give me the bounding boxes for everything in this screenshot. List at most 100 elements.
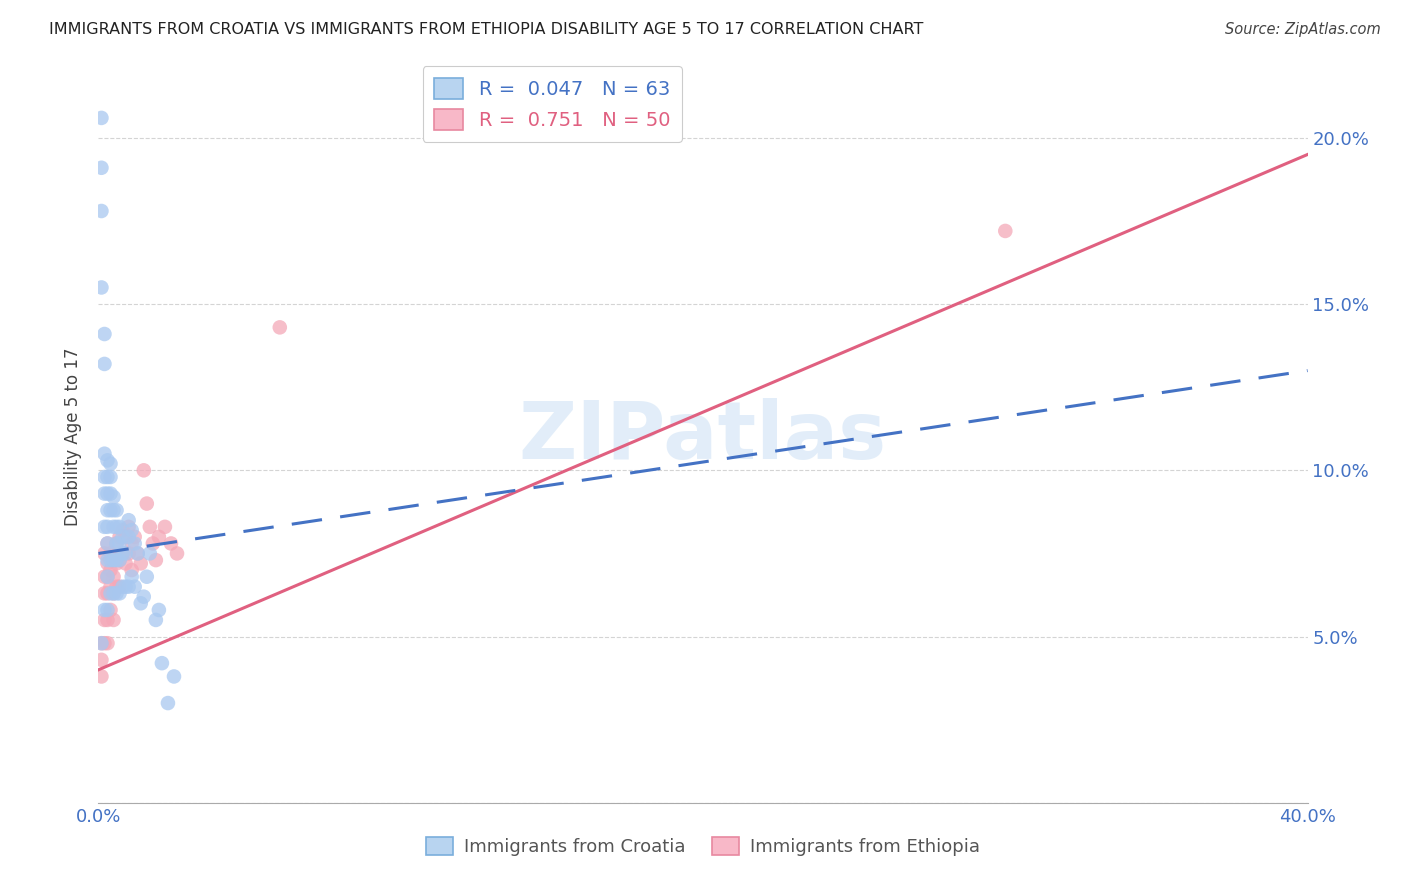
- Point: [114, 546, 136, 560]
- Point: [108, 580, 131, 594]
- Point: [100, 546, 122, 560]
- Point: [103, 553, 125, 567]
- Point: [90, 636, 112, 650]
- Point: [96, 570, 118, 584]
- Point: [100, 486, 122, 500]
- Point: [127, 546, 149, 560]
- Point: [150, 656, 173, 670]
- Point: [93, 447, 115, 461]
- Point: [96, 503, 118, 517]
- Point: [103, 586, 125, 600]
- Point: [148, 530, 170, 544]
- Point: [142, 536, 165, 550]
- Point: [111, 523, 134, 537]
- Point: [90, 204, 112, 219]
- Point: [111, 580, 134, 594]
- Point: [118, 546, 141, 560]
- Point: [111, 546, 134, 560]
- Point: [156, 696, 179, 710]
- Point: [269, 320, 291, 334]
- Point: [93, 486, 115, 500]
- Point: [135, 570, 157, 584]
- Point: [135, 497, 157, 511]
- Point: [111, 530, 134, 544]
- Point: [105, 586, 128, 600]
- Point: [114, 530, 136, 544]
- Point: [103, 520, 125, 534]
- Point: [153, 520, 176, 534]
- Point: [994, 224, 1017, 238]
- Point: [127, 546, 149, 560]
- Legend: Immigrants from Croatia, Immigrants from Ethiopia: Immigrants from Croatia, Immigrants from…: [419, 830, 987, 863]
- Point: [108, 553, 131, 567]
- Point: [100, 553, 122, 567]
- Point: [100, 470, 122, 484]
- Point: [139, 520, 162, 534]
- Point: [93, 326, 115, 341]
- Point: [132, 590, 155, 604]
- Point: [103, 553, 125, 567]
- Point: [93, 546, 115, 560]
- Point: [105, 553, 128, 567]
- Point: [118, 580, 141, 594]
- Point: [100, 586, 122, 600]
- Point: [121, 523, 143, 537]
- Point: [108, 520, 131, 534]
- Point: [129, 596, 152, 610]
- Point: [108, 553, 131, 567]
- Point: [103, 503, 125, 517]
- Point: [93, 636, 115, 650]
- Point: [90, 161, 112, 175]
- Text: Source: ZipAtlas.com: Source: ZipAtlas.com: [1225, 22, 1381, 37]
- Point: [118, 513, 141, 527]
- Point: [118, 530, 141, 544]
- Point: [129, 557, 152, 571]
- Point: [90, 669, 112, 683]
- Point: [100, 503, 122, 517]
- Point: [93, 603, 115, 617]
- Point: [96, 470, 118, 484]
- Point: [93, 470, 115, 484]
- Point: [96, 486, 118, 500]
- Point: [96, 603, 118, 617]
- Point: [118, 520, 141, 534]
- Point: [100, 580, 122, 594]
- Point: [103, 490, 125, 504]
- Point: [93, 586, 115, 600]
- Point: [166, 546, 188, 560]
- Point: [96, 570, 118, 584]
- Point: [132, 463, 155, 477]
- Point: [90, 636, 112, 650]
- Point: [121, 536, 143, 550]
- Point: [105, 536, 128, 550]
- Point: [145, 553, 167, 567]
- Point: [111, 546, 134, 560]
- Point: [121, 563, 143, 577]
- Point: [90, 280, 112, 294]
- Point: [103, 570, 125, 584]
- Point: [139, 546, 162, 560]
- Point: [124, 580, 146, 594]
- Point: [100, 457, 122, 471]
- Point: [160, 536, 183, 550]
- Point: [96, 453, 118, 467]
- Point: [114, 557, 136, 571]
- Point: [90, 653, 112, 667]
- Point: [148, 603, 170, 617]
- Point: [100, 603, 122, 617]
- Text: IMMIGRANTS FROM CROATIA VS IMMIGRANTS FROM ETHIOPIA DISABILITY AGE 5 TO 17 CORRE: IMMIGRANTS FROM CROATIA VS IMMIGRANTS FR…: [49, 22, 924, 37]
- Point: [105, 520, 128, 534]
- Point: [90, 111, 112, 125]
- Point: [163, 669, 186, 683]
- Point: [103, 586, 125, 600]
- Point: [100, 563, 122, 577]
- Point: [103, 613, 125, 627]
- Y-axis label: Disability Age 5 to 17: Disability Age 5 to 17: [65, 348, 83, 526]
- Point: [93, 520, 115, 534]
- Point: [108, 536, 131, 550]
- Point: [105, 557, 128, 571]
- Point: [96, 553, 118, 567]
- Point: [93, 613, 115, 627]
- Point: [124, 536, 146, 550]
- Point: [96, 613, 118, 627]
